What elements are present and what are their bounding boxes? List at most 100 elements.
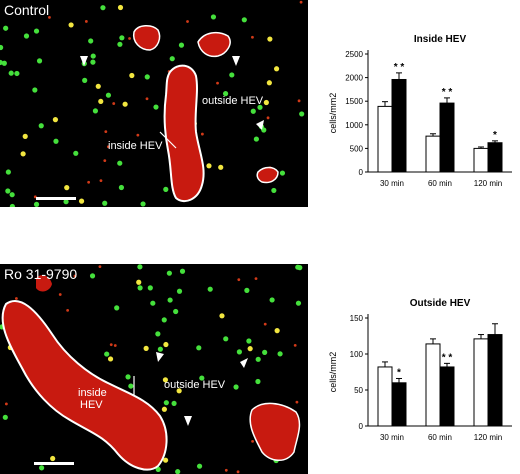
y-tick-label: 0 [359,168,364,177]
red-speck [113,344,117,347]
green-cell [157,346,163,352]
red-speck [254,277,258,280]
yellow-cell [122,101,128,107]
outside-hev-label: outside HEV [164,379,226,391]
green-cell [269,297,275,303]
green-cell [9,203,15,207]
red-speck [128,37,131,40]
yellow-cell [68,22,74,28]
red-speck [104,130,108,134]
micrograph-ro-label: Ro 31-9790 [4,266,78,282]
y-tick-label: 100 [350,350,364,359]
green-cell [250,108,256,114]
bar [439,102,455,173]
yellow-cell [50,455,56,462]
scale-bar [34,462,74,465]
green-cell [100,5,106,11]
green-cell [295,264,301,270]
hev-fragment-1 [132,25,161,51]
red-speck [251,439,254,443]
green-cell [223,336,229,342]
y-tick-label: 1000 [345,121,363,130]
micrograph-ro31-9790: inside HEV outside HEV Ro 31-9790 [0,264,308,474]
arrowhead-markers [156,352,248,426]
green-cell [63,199,69,205]
outside-hev-label: outside HEV [202,95,264,107]
green-cell [8,70,14,76]
bar [439,366,455,427]
green-cell [169,56,175,62]
green-cell [2,414,8,420]
green-cell [179,268,186,274]
green-cell [199,375,205,381]
red-speck [251,35,254,39]
green-cell [262,349,268,355]
y-tick-label: 1500 [345,97,363,106]
green-cell [32,87,38,93]
red-speck [103,159,107,163]
green-cell [105,92,112,98]
red-speck [14,297,18,300]
green-cell [261,127,267,133]
green-cell [155,331,161,337]
green-cell [3,25,9,31]
green-cell [163,186,169,192]
green-cell [53,138,59,144]
green-cell [229,72,235,78]
green-cell [140,201,146,207]
chart-outside-hev: Outside HEV cells/mm2 0 50 100 150 30 min * 60 m… [320,292,520,452]
x-tick-label: 60 min [428,179,452,188]
red-speck [263,322,267,326]
cell-markers [0,0,305,207]
red-speck [299,0,303,4]
green-cell [104,351,110,357]
green-cell [271,187,277,194]
green-cell [0,44,4,51]
hev-fragment-2 [197,31,231,58]
y-tick-label: 0 [359,422,364,431]
red-speck [99,179,103,182]
green-cell [150,300,156,306]
green-cell [137,264,143,270]
green-cell [117,41,123,47]
chart-title: Outside HEV [410,298,471,309]
green-cell [14,70,20,77]
y-tick-label: 50 [354,386,363,395]
green-cell [33,201,40,207]
yellow-cell [219,313,225,319]
green-cell [147,285,153,291]
inside-hev-line1: inside [78,387,107,399]
bar [473,338,489,427]
yellow-cell [98,98,104,105]
green-cell [163,400,169,406]
yellow-cell [163,341,169,348]
x-tick-label: 60 min [428,433,452,442]
yellow-cell [20,151,26,157]
micrograph-control-label: Control [4,2,50,18]
green-cell [144,74,150,80]
green-cell [90,53,96,59]
green-cell [1,60,7,66]
chart-inside-hev-svg: Inside HEV cells/mm2 0 500 1000 1500 2000 2500 3… [328,34,512,188]
green-cell [196,345,202,351]
yellow-cell [143,345,149,351]
green-cell [244,287,250,293]
red-speck [84,20,88,23]
red-speck [266,116,270,120]
green-cell [137,285,143,291]
red-speck [98,265,102,269]
green-cell [23,33,30,39]
green-cell [128,383,134,389]
green-cell [167,297,173,303]
x-tick-label: 30 min [380,179,404,188]
green-cell [161,317,167,323]
green-cell [178,42,185,48]
green-cell [171,400,177,407]
red-speck [4,402,8,406]
red-speck [73,274,77,278]
green-cell [246,338,252,344]
yellow-cell [162,457,169,463]
yellow-cell [78,198,85,204]
red-speck [216,81,219,85]
green-cell [92,108,99,114]
